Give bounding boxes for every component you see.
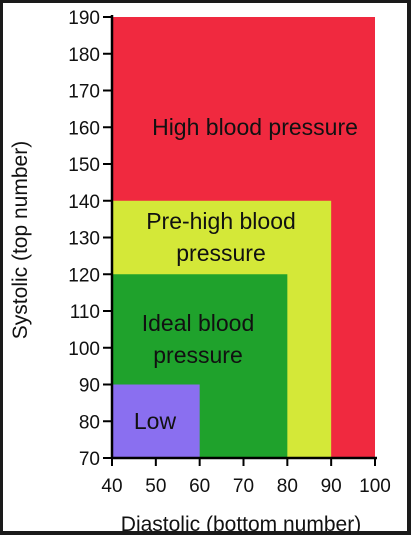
region-label-high-blood-pressure: High blood pressure: [152, 114, 358, 140]
y-tick-label: 130: [68, 229, 100, 250]
chart-frame: High blood pressure Pre-high blood pressur…: [3, 3, 407, 531]
region-low: [112, 384, 200, 458]
x-tick-label: 40: [101, 476, 122, 497]
y-axis-title: Systolic (top number): [9, 141, 32, 339]
region-label-line: pressure: [176, 240, 265, 266]
blood-pressure-chart: High blood pressure Pre-high blood pressur…: [9, 8, 391, 531]
y-tick-label: 90: [79, 376, 100, 397]
x-tick-label: 100: [359, 476, 391, 497]
x-axis-title: Diastolic (bottom number): [121, 513, 361, 531]
x-tick-label: 60: [189, 476, 210, 497]
region-label-line: Low: [134, 408, 177, 434]
y-tick-label: 120: [68, 265, 100, 286]
x-tick-label: 90: [321, 476, 342, 497]
y-tick-label: 160: [68, 118, 100, 139]
y-tick-label: 80: [79, 412, 100, 433]
y-tick-label: 150: [68, 155, 100, 176]
region-label-pre-high-blood-pressure: Pre-high blood pressure: [146, 208, 296, 266]
region-label-ideal-blood-pressure: Ideal blood pressure: [142, 310, 255, 368]
y-tick-label: 190: [68, 8, 100, 29]
y-tick-label: 180: [68, 45, 100, 66]
x-tick-label: 80: [277, 476, 298, 497]
x-tick-label: 70: [233, 476, 254, 497]
region-labels-layer: High blood pressure Pre-high blood pressur…: [134, 114, 358, 434]
y-tick-label: 70: [79, 449, 100, 470]
y-tick-label: 110: [70, 302, 100, 323]
region-label-line: pressure: [153, 342, 242, 368]
y-tick-label: 100: [68, 339, 100, 360]
region-label-line: Ideal blood: [142, 310, 255, 336]
y-tick-label: 140: [68, 192, 100, 213]
region-label-line: High blood pressure: [152, 114, 358, 140]
region-label-low: Low: [134, 408, 177, 434]
region-label-line: Pre-high blood: [146, 208, 296, 234]
axes-layer: 70 80 90 100 110 120 130 140 150 160 170 180 190 40 50…: [68, 8, 391, 497]
x-tick-label: 50: [145, 476, 166, 497]
regions-layer: [112, 17, 375, 458]
y-tick-label: 170: [68, 82, 100, 103]
